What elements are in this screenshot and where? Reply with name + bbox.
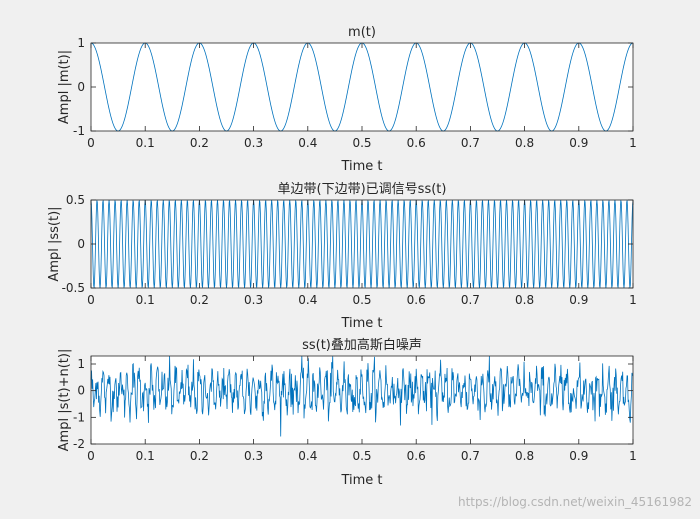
y-tick-label: -2 [73, 437, 85, 451]
x-tick-label: 0.5 [352, 293, 371, 307]
y-tick-label: 0 [77, 384, 85, 398]
x-tick-label: 0.3 [244, 449, 263, 463]
chart-title: ss(t)叠加高斯白噪声 [302, 337, 422, 353]
series-line [90, 355, 634, 437]
y-axis-label: Ampl |s(t)+n(t)| [57, 349, 72, 452]
x-tick-label: 0.4 [298, 293, 317, 307]
x-tick-label: 0.2 [190, 293, 209, 307]
y-tick-label: 0 [77, 80, 85, 94]
subplot-m-t: 0 0.1 0.2 0.3 0.4 0.5 0.6 0.7 0.8 0.9 1-101 m(t) T… [57, 25, 637, 174]
x-tick-label: 0.1 [136, 136, 155, 150]
subplot-ssb-signal: 0 0.1 0.2 0.3 0.4 0.5 0.6 0.7 0.8 0.9 1-0.500.5 单边… [47, 182, 637, 331]
y-tick-label: 1 [77, 36, 85, 50]
x-tick-label: 0.5 [352, 449, 371, 463]
x-axis-label: Time t [340, 473, 382, 488]
subplot-noisy-signal: 0 0.1 0.2 0.3 0.4 0.5 0.6 0.7 0.8 0.9 1 -2 -1 0 1 ss(t… [57, 337, 637, 488]
x-tick-label: 0.1 [136, 293, 155, 307]
x-tick-label: 0.4 [298, 136, 317, 150]
y-tick-label: -1 [73, 410, 85, 424]
x-axis-label: Time t [340, 316, 382, 331]
x-tick-label: 1 [629, 136, 637, 150]
axes-background [91, 43, 633, 131]
x-tick-label: 0.1 [136, 449, 155, 463]
x-tick-label: 0.7 [461, 293, 480, 307]
axes-box [90, 42, 634, 132]
y-axis-label: Ampl |ss(t)| [47, 206, 62, 281]
y-tick-label: -1 [73, 124, 85, 138]
x-tick-label: 0.3 [244, 136, 263, 150]
x-tick-label: 0.2 [190, 449, 209, 463]
x-tick-label: 0.6 [407, 293, 426, 307]
x-tick-label: 1 [629, 449, 637, 463]
y-tick-label: 0.5 [66, 193, 85, 207]
y-tick-label: 1 [77, 357, 85, 371]
x-tick-label: 0.3 [244, 293, 263, 307]
x-tick-label: 0.6 [407, 136, 426, 150]
y-tick-label: -0.5 [62, 281, 85, 295]
axes-box [90, 199, 634, 289]
x-tick-label: 0 [87, 449, 95, 463]
x-tick-label: 0.5 [352, 136, 371, 150]
y-tick-label: 0 [77, 237, 85, 251]
x-tick-label: 0.7 [461, 449, 480, 463]
x-axis-label: Time t [340, 159, 382, 174]
axes-background [91, 200, 633, 288]
watermark-text: https://blog.csdn.net/weixin_45161982 [457, 495, 692, 509]
x-tick-label: 0.2 [190, 136, 209, 150]
chart-title: m(t) [348, 25, 376, 40]
x-tick-label: 0.7 [461, 136, 480, 150]
x-tick-label: 0.9 [569, 136, 588, 150]
x-tick-label: 1 [629, 293, 637, 307]
x-tick-label: 0.8 [515, 136, 534, 150]
x-tick-label: 0.9 [569, 449, 588, 463]
x-tick-label: 0 [87, 136, 95, 150]
chart-title: 单边带(下边带)已调信号ss(t) [278, 182, 447, 197]
axes-box [90, 355, 634, 445]
x-tick-label: 0.9 [569, 293, 588, 307]
x-tick-label: 0.8 [515, 293, 534, 307]
x-tick-label: 0.4 [298, 449, 317, 463]
x-tick-label: 0.8 [515, 449, 534, 463]
x-tick-label: 0.6 [407, 449, 426, 463]
y-axis-label: Ampl |m(t)| [57, 50, 72, 124]
x-tick-label: 0 [87, 293, 95, 307]
